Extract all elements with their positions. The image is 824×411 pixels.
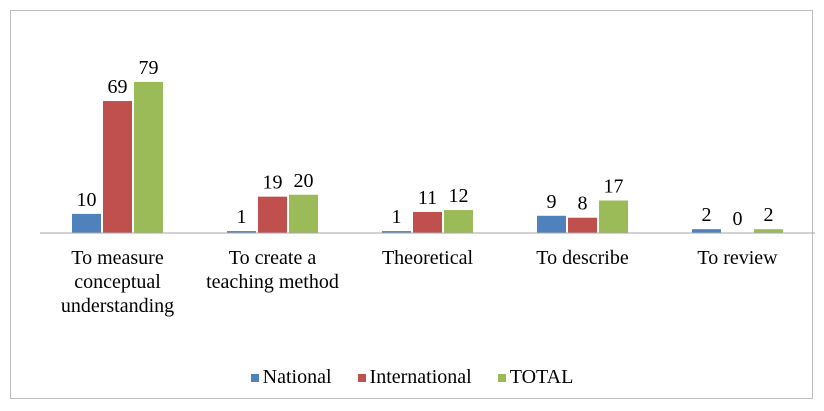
x-tick-label: To describe [536,247,629,269]
data-label: 12 [449,185,469,207]
data-label: 10 [77,189,97,211]
data-label: 8 [578,193,588,215]
bar [103,101,132,233]
legend-swatch [250,373,259,382]
bar [289,194,318,233]
bar [692,229,721,233]
data-label: 1 [392,206,402,228]
x-tick-label: To create a teaching method [206,247,339,293]
data-label: 0 [733,208,743,230]
legend-swatch [357,373,366,382]
bar [599,200,628,233]
legend-label: TOTAL [509,366,574,388]
x-tick-label: Theoretical [381,247,474,269]
legend-item: National [250,366,332,389]
data-label: 1 [237,206,247,228]
bar [134,81,163,233]
bar [413,211,442,233]
data-label: 20 [294,170,314,192]
data-label: 9 [547,191,557,213]
bar [568,217,597,233]
data-label: 19 [263,172,283,194]
legend-item: TOTAL [497,366,574,389]
data-label: 17 [604,175,624,197]
data-label: 2 [764,204,774,226]
data-label: 69 [108,76,128,98]
chart-frame [10,10,813,399]
legend-swatch [497,373,506,382]
legend-item: International [357,366,472,389]
bar [382,231,411,233]
x-tick-label: To review [697,247,778,269]
legend: National International TOTAL [0,366,824,389]
data-label: 2 [702,204,712,226]
bar [537,215,566,233]
legend-label: International [369,366,472,388]
legend-label: National [262,366,332,388]
data-label: 79 [139,57,159,79]
data-label: 11 [418,187,437,209]
bar [258,196,287,233]
bar [227,231,256,233]
bar [754,229,783,233]
x-tick-label: To measure conceptual understanding [60,247,175,317]
bar [72,213,101,233]
bar [444,210,473,233]
